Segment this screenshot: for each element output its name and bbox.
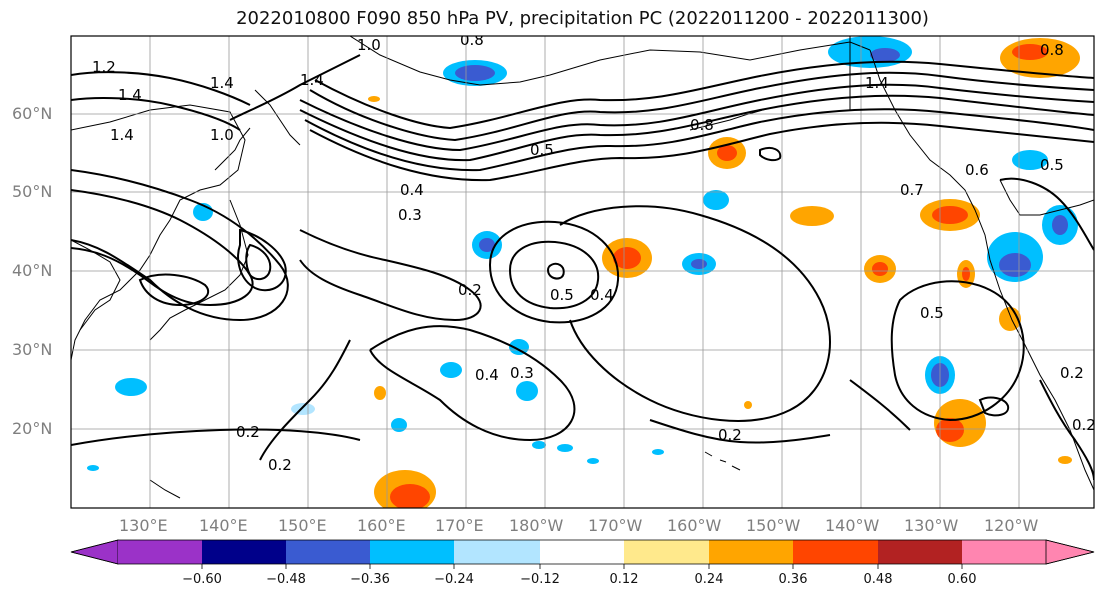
- contour-label: 1.0: [210, 126, 234, 144]
- contour-label: 0.3: [510, 364, 534, 382]
- colorbar-tick-label: 0.12: [609, 572, 639, 587]
- lon-label: 160°E: [357, 516, 406, 535]
- colorbar-tick-label: 0.48: [863, 572, 893, 587]
- colorbar-tick-label: −0.24: [434, 572, 474, 587]
- lon-label: 130°E: [119, 516, 168, 535]
- contour-label: 0.8: [1040, 41, 1064, 59]
- lon-label: 150°W: [746, 516, 801, 535]
- contour-label: 1.2: [92, 58, 116, 76]
- colorbar-tick-label: −0.12: [520, 572, 560, 587]
- contour-label: 0.8: [690, 116, 714, 134]
- map-layer: 1.2 1.4 1.4 1.4 1.0 1.4 1.0 0.8 0.5 0.4 …: [71, 31, 1096, 508]
- contour-label: 0.5: [1040, 156, 1064, 174]
- contour-label: 0.8: [460, 31, 484, 49]
- contour-label: 0.5: [530, 141, 554, 159]
- lat-label: 30°N: [12, 340, 53, 359]
- lon-label: 130°W: [904, 516, 959, 535]
- contour-label: 0.4: [590, 286, 614, 304]
- contour-label-group: 1.2 1.4 1.4 1.4 1.0 1.4 1.0 0.8 0.5 0.4 …: [92, 31, 1096, 474]
- contour-label: 0.2: [1072, 416, 1096, 434]
- contour-label: 1.4: [300, 71, 324, 89]
- contour-label: 0.4: [475, 366, 499, 384]
- contour-label: 0.4: [400, 181, 424, 199]
- lat-label: 20°N: [12, 419, 53, 438]
- contour-label: 1.4: [110, 126, 134, 144]
- contour-label: 0.2: [718, 426, 742, 444]
- lon-label: 140°W: [825, 516, 880, 535]
- lon-label: 170°W: [588, 516, 643, 535]
- contour-label: 0.6: [965, 161, 989, 179]
- contour-label: 1.4: [865, 74, 889, 92]
- colorbar-tick-label: 0.36: [778, 572, 808, 587]
- contour-label: 0.2: [1060, 364, 1084, 382]
- precip-shading: [87, 36, 1080, 508]
- coastlines: [71, 36, 1094, 499]
- colorbar: [70, 539, 1095, 569]
- colorbar-tick-label: 0.24: [694, 572, 724, 587]
- lon-label: 170°E: [435, 516, 484, 535]
- colorbar-tick-label: −0.48: [266, 572, 306, 587]
- contour-label: 1.4: [210, 74, 234, 92]
- lon-label: 180°W: [509, 516, 564, 535]
- contour-label: 0.3: [398, 206, 422, 224]
- lon-label: 120°W: [984, 516, 1039, 535]
- lat-label: 60°N: [12, 104, 53, 123]
- figure-title: 2022010800 F090 850 hPa PV, precipitatio…: [236, 8, 929, 29]
- lon-label: 140°E: [199, 516, 248, 535]
- lat-label: 50°N: [12, 182, 53, 201]
- lon-label: 150°E: [278, 516, 327, 535]
- map-frame: [70, 35, 1095, 509]
- pv-contours: [71, 54, 1094, 481]
- lat-label: 40°N: [12, 261, 53, 280]
- contour-label: 0.2: [236, 423, 260, 441]
- contour-label: 0.7: [900, 181, 924, 199]
- colorbar-tick-label: 0.60: [947, 572, 977, 587]
- contour-label: 1.0: [357, 36, 381, 54]
- contour-label: 1.4: [118, 86, 142, 104]
- colorbar-tick-label: −0.60: [182, 572, 222, 587]
- contour-label: 0.5: [550, 286, 574, 304]
- lon-label: 160°W: [667, 516, 722, 535]
- contour-label: 0.2: [458, 281, 482, 299]
- contour-label: 0.5: [920, 304, 944, 322]
- contour-label: 0.2: [268, 456, 292, 474]
- colorbar-tick-label: −0.36: [350, 572, 390, 587]
